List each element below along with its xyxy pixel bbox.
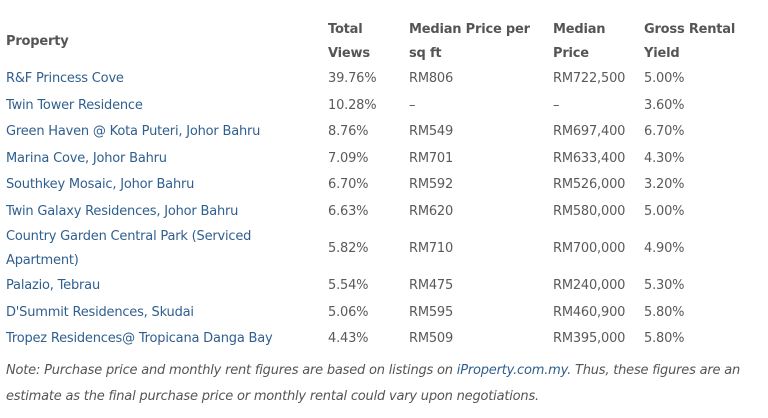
median-price-cell: RM580,000 [553, 203, 626, 219]
gross-yield-cell: 5.30% [644, 278, 685, 293]
median-psf-cell: RM806 [409, 71, 454, 86]
table-row: Tropez Residences@ Tropicana Danga Bay 4… [0, 326, 740, 353]
median-psf-cell: RM620 [409, 203, 454, 219]
gross-yield-cell: 5.80% [644, 331, 685, 346]
header-property: Property [6, 34, 69, 49]
gross-yield-cell: 4.90% [644, 240, 685, 256]
gross-yield-cell: 3.60% [644, 97, 685, 113]
median-price-cell: RM526,000 [553, 177, 626, 192]
table-row: Southkey Mosaic, Johor Bahru 6.70% RM592… [0, 172, 740, 199]
header-total-views: Total Views [328, 22, 370, 61]
gross-yield-cell: 5.80% [644, 304, 685, 320]
total-views-cell: 39.76% [328, 71, 377, 86]
table-row: Country Garden Central Park (Serviced Ap… [0, 225, 740, 273]
median-price-cell: RM395,000 [553, 331, 626, 346]
gross-yield-cell: 5.00% [644, 203, 685, 219]
median-price-cell: RM722,500 [553, 71, 626, 86]
table-row: Twin Tower Residence 10.28% – – 3.60% [0, 93, 740, 120]
property-link[interactable]: Twin Galaxy Residences, Johor Bahru [6, 203, 239, 219]
table-row: D'Summit Residences, Skudai 5.06% RM595 … [0, 300, 740, 327]
median-psf-cell: RM592 [409, 177, 454, 192]
table-row: R&F Princess Cove 39.76% RM806 RM722,500… [0, 66, 740, 93]
property-link[interactable]: Twin Tower Residence [6, 97, 143, 113]
property-link[interactable]: Country Garden Central Park (Serviced Ap… [6, 229, 252, 268]
property-link[interactable]: D'Summit Residences, Skudai [6, 304, 194, 320]
median-psf-cell: – [409, 97, 416, 113]
median-psf-cell: RM701 [409, 150, 454, 166]
footnote: Note: Purchase price and monthly rent fi… [6, 358, 766, 410]
gross-yield-cell: 6.70% [644, 124, 685, 139]
median-psf-cell: RM475 [409, 278, 454, 293]
property-link[interactable]: R&F Princess Cove [6, 71, 124, 86]
table-row: Twin Galaxy Residences, Johor Bahru 6.63… [0, 199, 740, 226]
median-price-cell: RM633,400 [553, 150, 626, 166]
header-median-price: Median Price [553, 22, 606, 61]
table-row: Palazio, Tebrau 5.54% RM475 RM240,000 5.… [0, 273, 740, 300]
property-link[interactable]: Green Haven @ Kota Puteri, Johor Bahru [6, 124, 261, 139]
footnote-text-after: . Thus, these figures are an estimate as… [6, 363, 741, 404]
iproperty-link[interactable]: iProperty.com.my [456, 363, 568, 378]
median-psf-cell: RM509 [409, 331, 454, 346]
median-price-cell: RM697,400 [553, 124, 626, 139]
total-views-cell: 5.54% [328, 278, 369, 293]
table-header-row: Property Total Views Median Price per sq… [0, 18, 740, 66]
total-views-cell: 8.76% [328, 124, 369, 139]
median-psf-cell: RM710 [409, 240, 454, 256]
total-views-cell: 10.28% [328, 97, 377, 113]
median-price-cell: RM240,000 [553, 278, 626, 293]
total-views-cell: 7.09% [328, 150, 369, 166]
gross-yield-cell: 3.20% [644, 177, 685, 192]
total-views-cell: 5.06% [328, 304, 369, 320]
header-gross-yield: Gross Rental Yield [644, 22, 736, 61]
gross-yield-cell: 5.00% [644, 71, 685, 86]
median-price-cell: – [553, 97, 560, 113]
header-median-psf: Median Price per sq ft [409, 22, 530, 61]
table-row: Marina Cove, Johor Bahru 7.09% RM701 RM6… [0, 146, 740, 173]
median-psf-cell: RM549 [409, 124, 454, 139]
median-price-cell: RM460,900 [553, 304, 626, 320]
footnote-text-before: Note: Purchase price and monthly rent fi… [6, 363, 457, 378]
property-table: Property Total Views Median Price per sq… [0, 18, 740, 353]
property-link[interactable]: Southkey Mosaic, Johor Bahru [6, 177, 195, 192]
total-views-cell: 6.63% [328, 203, 369, 219]
property-link[interactable]: Marina Cove, Johor Bahru [6, 150, 167, 166]
total-views-cell: 6.70% [328, 177, 369, 192]
median-psf-cell: RM595 [409, 304, 454, 320]
property-link[interactable]: Palazio, Tebrau [6, 278, 100, 293]
total-views-cell: 4.43% [328, 331, 369, 346]
gross-yield-cell: 4.30% [644, 150, 685, 166]
total-views-cell: 5.82% [328, 240, 369, 256]
table-row: Green Haven @ Kota Puteri, Johor Bahru 8… [0, 119, 740, 146]
median-price-cell: RM700,000 [553, 240, 626, 256]
property-link[interactable]: Tropez Residences@ Tropicana Danga Bay [6, 331, 273, 346]
